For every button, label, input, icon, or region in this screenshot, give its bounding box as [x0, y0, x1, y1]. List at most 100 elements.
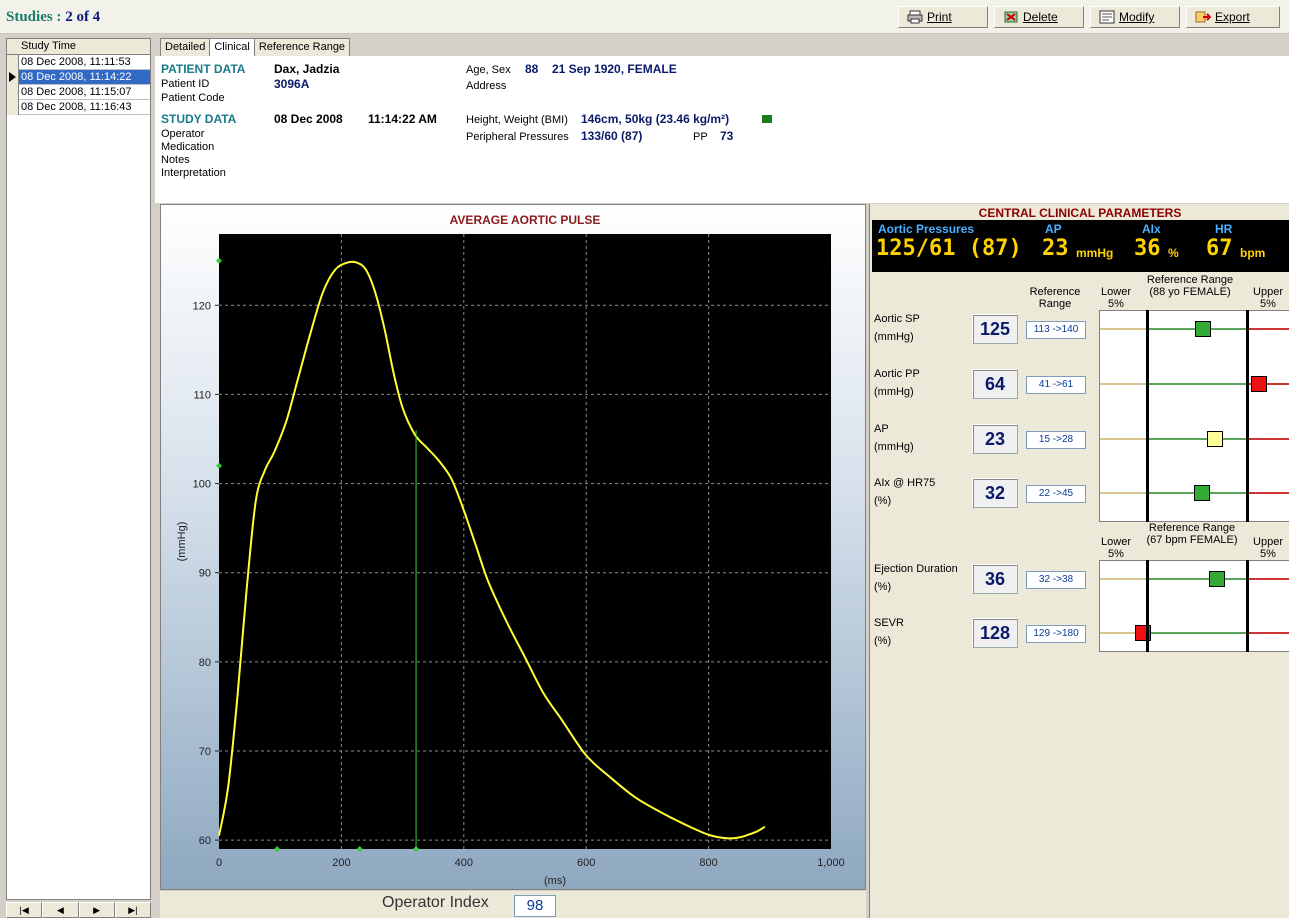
pp-value: 73 [720, 129, 734, 143]
delete-icon [1003, 10, 1019, 24]
study-row[interactable]: 08 Dec 2008, 11:11:53 [7, 55, 150, 70]
studies-label: Studies : [6, 9, 62, 25]
study-row[interactable]: 08 Dec 2008, 11:16:43 [7, 100, 150, 115]
x-tick-label: 800 [699, 857, 717, 869]
range-marker [1207, 431, 1223, 447]
export-button[interactable]: Export [1186, 6, 1280, 28]
delete-label: Delete [1023, 10, 1058, 24]
row-gutter [7, 100, 19, 115]
peripheral-pressures-value: 133/60 (87) [581, 129, 643, 143]
top-toolbar: Studies : 2 of 4 Print Delete Modify Exp… [0, 0, 1289, 34]
x-axis-label: (ms) [544, 875, 566, 887]
reference-range-value: 41 ->61 [1026, 376, 1086, 394]
next-record-icon[interactable]: ▶ [78, 902, 115, 918]
prev-record-icon[interactable]: ◀ [42, 902, 79, 918]
gauge-track-low [1100, 492, 1147, 494]
patient-data-heading: PATIENT DATA [161, 62, 246, 76]
x-tick-label: 400 [455, 857, 473, 869]
parameter-name: AIx @ HR75 [874, 477, 936, 489]
gauge-boundary-line [1246, 560, 1249, 652]
gauge-boundary-line [1146, 560, 1149, 652]
reference-range-value: 113 ->140 [1026, 321, 1086, 339]
gauge-boundary-line [1246, 310, 1249, 522]
x-tick-label: 600 [577, 857, 595, 869]
reference-range-value: 22 ->45 [1026, 485, 1086, 503]
record-navigator: |◀ ◀ ▶ ▶| [6, 902, 151, 918]
parameter-label: Aortic PP (mmHg) [874, 365, 920, 401]
study-row-label: 08 Dec 2008, 11:15:07 [21, 86, 132, 98]
operator-index-value: 98 [514, 895, 556, 917]
x-tick-label: 200 [332, 857, 350, 869]
parameter-value: 23 [972, 424, 1018, 454]
study-time: 11:14:22 AM [368, 112, 437, 126]
parameter-name: SEVR [874, 617, 904, 629]
aortic-pressures-label: Aortic Pressures [878, 222, 975, 236]
parameter-value: 64 [972, 369, 1018, 399]
gauge-track-normal [1147, 632, 1247, 634]
y-tick-label: 70 [199, 746, 211, 758]
bmi-status-indicator [762, 115, 772, 123]
study-row-label: 08 Dec 2008, 11:16:43 [21, 101, 132, 113]
height-weight-value: 146cm, 50kg (23.46 kg/m²) [581, 112, 730, 126]
range-marker [1195, 321, 1211, 337]
gauge-track-low [1100, 328, 1147, 330]
study-row[interactable]: 08 Dec 2008, 11:15:07 [7, 85, 150, 100]
medication-label: Medication [161, 141, 215, 153]
gauge-track-normal [1147, 438, 1247, 440]
print-button[interactable]: Print [898, 6, 988, 28]
marker-point [356, 846, 363, 852]
notes-label: Notes [161, 154, 190, 166]
parameter-value: 128 [972, 618, 1018, 648]
aortic-pulse-chart: AVERAGE AORTIC PULSE 0 200 400 600 800 1,000 60… [176, 213, 845, 887]
y-tick-label: 120 [193, 300, 211, 312]
gauge-boundary-line [1146, 310, 1149, 522]
marker-point [274, 846, 281, 852]
operator-index-label: Operator Index [382, 894, 489, 911]
gauge-track-high [1247, 578, 1289, 580]
age-sex-label: Age, Sex [466, 64, 511, 76]
study-data-heading: STUDY DATA [161, 112, 237, 126]
parameter-value: 125 [972, 314, 1018, 344]
marker-point [413, 846, 420, 852]
modify-label: Modify [1119, 10, 1155, 24]
first-record-icon[interactable]: |◀ [6, 902, 43, 918]
y-tick-label: 80 [199, 657, 211, 669]
gauge-track-low [1100, 438, 1147, 440]
tab-clinical[interactable]: Clinical [209, 38, 255, 56]
lower-5-header: Lower 5% [1101, 286, 1131, 310]
x-tick-label: 1,000 [817, 857, 845, 869]
gauge-track-low [1100, 383, 1147, 385]
parameter-label: AIx @ HR75 (%) [874, 474, 935, 510]
central-clinical-parameters: CENTRAL CLINICAL PARAMETERS Aortic Press… [869, 204, 1289, 918]
reference-range-header-2: Reference Range (67 bpm FEMALE) [1146, 522, 1238, 546]
parameter-unit: (%) [874, 581, 892, 593]
gauge-track-high [1247, 632, 1289, 634]
patient-id-label: Patient ID [161, 78, 210, 90]
reference-range-header-1: Reference Range (88 yo FEMALE) [1146, 274, 1234, 298]
chart-title: AVERAGE AORTIC PULSE [450, 213, 601, 227]
delete-button[interactable]: Delete [994, 6, 1084, 28]
parameter-unit: (mmHg) [874, 386, 914, 398]
gauge-track-high [1247, 328, 1289, 330]
export-label: Export [1215, 10, 1250, 24]
last-record-icon[interactable]: ▶| [114, 902, 151, 918]
parameter-label: Aortic SP (mmHg) [874, 310, 920, 346]
ccp-title: CENTRAL CLINICAL PARAMETERS [978, 206, 1182, 220]
height-weight-label: Height, Weight (BMI) [466, 114, 568, 126]
study-row-label: 08 Dec 2008, 11:14:22 [21, 71, 132, 83]
study-row-selected[interactable]: 08 Dec 2008, 11:14:22 [7, 70, 150, 85]
study-row-label: 08 Dec 2008, 11:11:53 [21, 56, 131, 68]
peripheral-pressures-label: Peripheral Pressures [466, 131, 569, 143]
range-gauge-2 [1099, 560, 1289, 652]
gauge-track-normal [1147, 578, 1247, 580]
studies-title: Studies : 2 of 4 [6, 9, 100, 26]
row-pointer-icon [9, 72, 16, 82]
tab-detailed[interactable]: Detailed [160, 38, 211, 56]
upper-5-header: Upper 5% [1253, 536, 1283, 560]
patient-dob-sex: 21 Sep 1920, FEMALE [552, 62, 677, 76]
tab-reference-range[interactable]: Reference Range [253, 38, 351, 56]
modify-button[interactable]: Modify [1090, 6, 1180, 28]
patient-name: Dax, Jadzia [274, 62, 340, 76]
printer-icon [907, 10, 923, 24]
gauge-track-low [1100, 578, 1147, 580]
